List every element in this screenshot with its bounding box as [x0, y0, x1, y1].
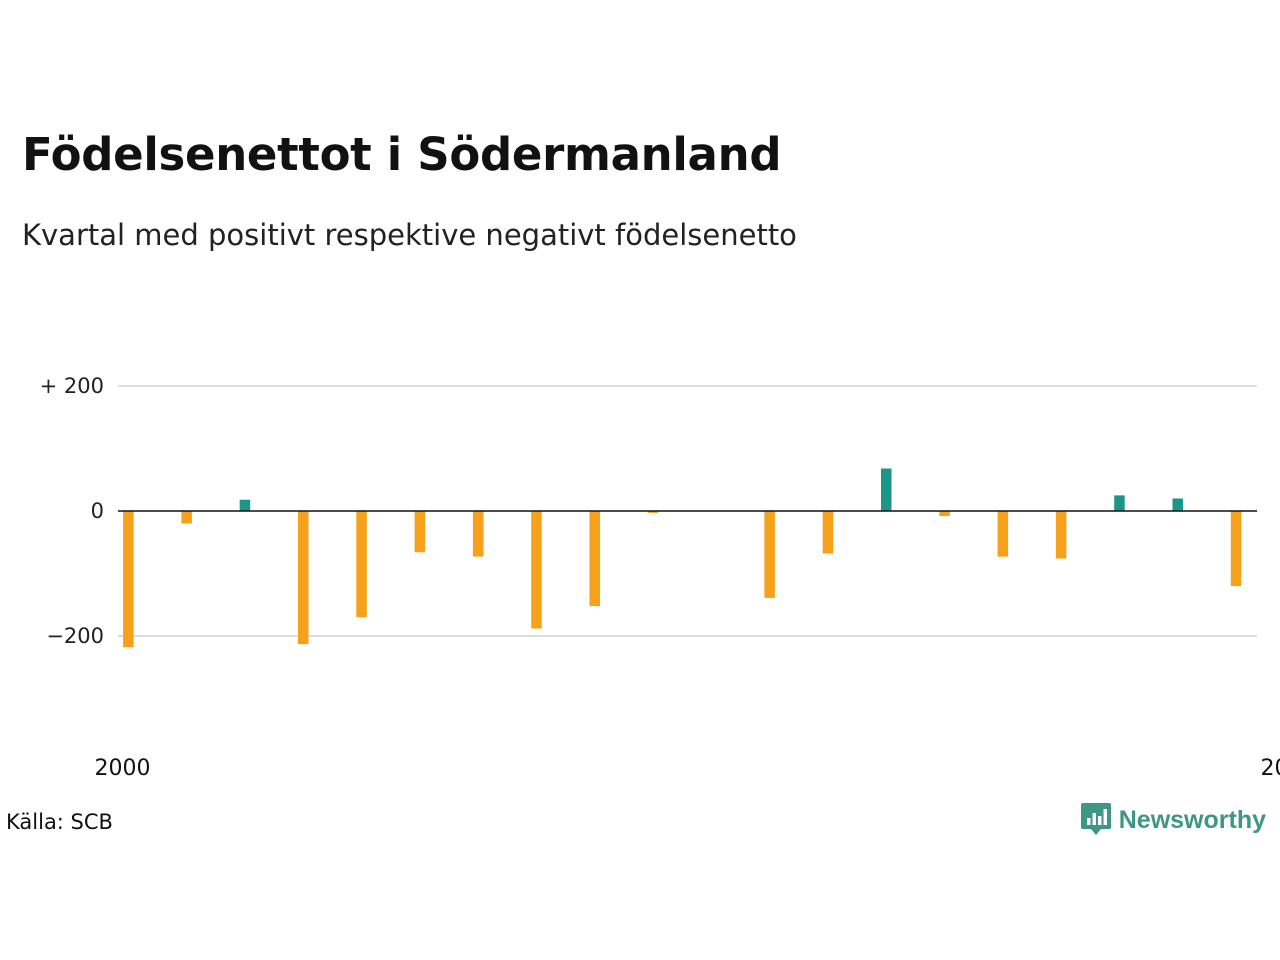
bar — [881, 468, 892, 511]
bar-chart-speech-bubble-icon — [1080, 803, 1111, 835]
bar — [181, 511, 192, 524]
bar — [939, 511, 950, 516]
bar — [1172, 498, 1183, 511]
bar — [414, 511, 426, 553]
bar — [298, 511, 309, 645]
bar — [822, 511, 834, 554]
x-tick-label: 2000 — [95, 756, 151, 781]
bar — [472, 511, 484, 557]
bars — [123, 468, 1242, 648]
bar — [531, 511, 542, 629]
y-tick-label: 0 — [91, 499, 104, 523]
bar — [239, 499, 251, 511]
bar — [1055, 511, 1067, 559]
bar — [356, 511, 367, 618]
bar — [123, 511, 134, 648]
bar — [764, 511, 775, 598]
axes: + 2000−20020002005201020152020 — [40, 374, 1280, 781]
bar — [997, 511, 1009, 557]
x-tick-label: 2005 — [1261, 756, 1280, 781]
brand-name: Newsworthy — [1118, 805, 1266, 834]
y-tick-label: + 200 — [40, 374, 104, 398]
chart-subtitle: Kvartal med positivt respektive negativt… — [22, 218, 797, 252]
bar — [1230, 511, 1242, 586]
bar — [589, 511, 600, 606]
y-tick-label: −200 — [46, 624, 104, 648]
source-note: Källa: SCB — [6, 810, 113, 834]
bar — [647, 511, 659, 513]
bar — [1114, 495, 1125, 512]
chart-title: Födelsenettot i Södermanland — [22, 128, 782, 181]
bar-chart: + 2000−20020002005201020152020 — [40, 374, 1280, 781]
brand-logo: Newsworthy — [1080, 803, 1266, 837]
